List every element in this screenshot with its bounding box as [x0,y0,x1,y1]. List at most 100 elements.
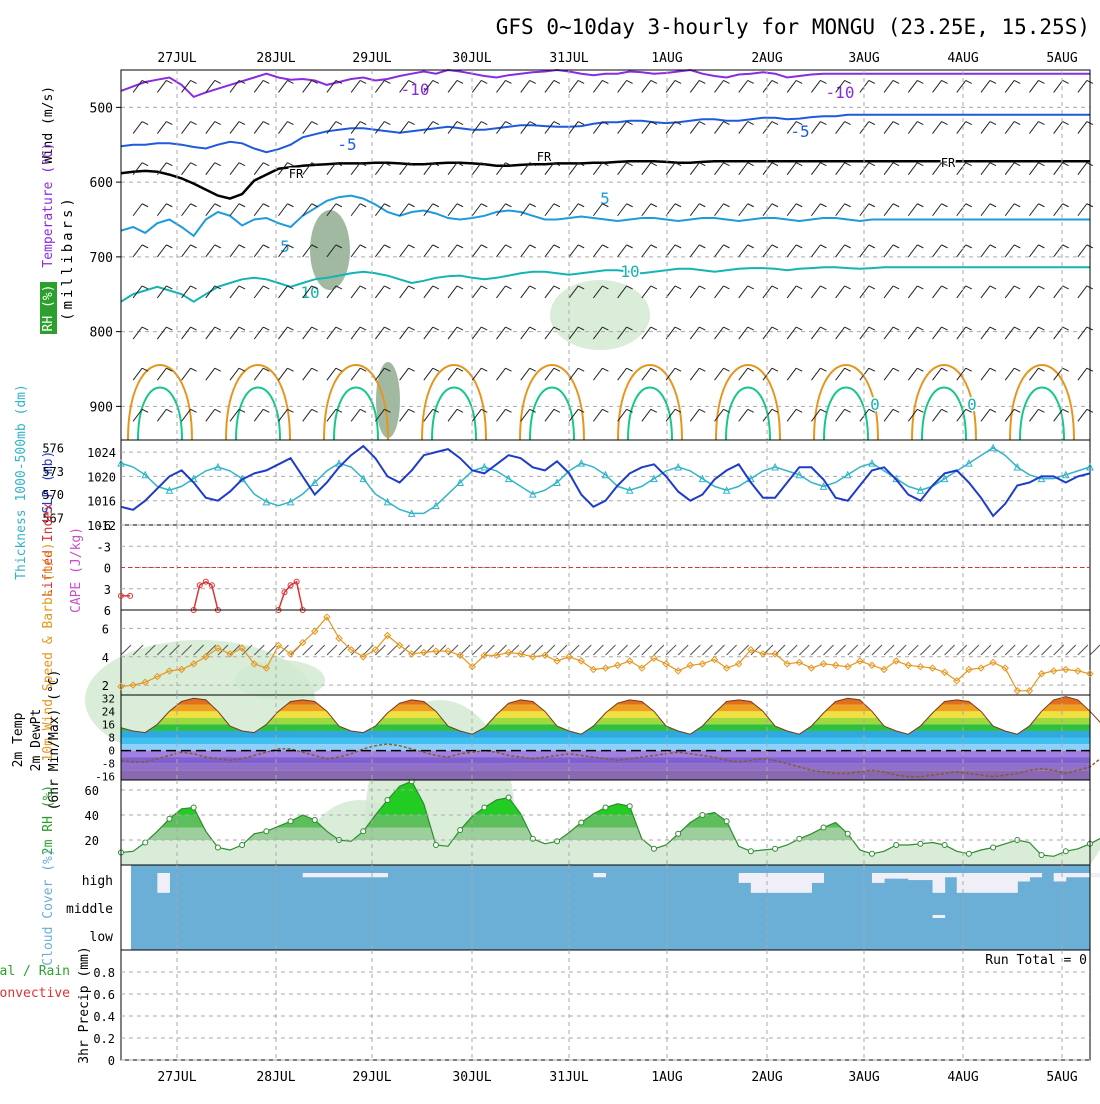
wind-barb [907,121,918,134]
wind-barb [302,409,313,422]
wind-barb [568,80,579,93]
wind-barb [989,285,997,290]
wind-barb [350,367,361,381]
wind-barb [287,408,294,413]
wind-barb [278,203,288,217]
wind-barb [166,326,173,331]
wind-barb [456,285,464,290]
wind-barb [932,162,942,175]
wind-barb [384,162,391,167]
wind-barb [302,285,313,299]
wind10m-barb [556,644,568,656]
wind-barb [714,409,724,422]
wind-barb [229,409,240,422]
date-label-bottom: 30JUL [452,1070,491,1085]
wind-barb [738,326,749,340]
wind-barb [835,80,846,93]
wind10m-point [638,664,646,672]
lifted-index-ytick-label: 0 [104,562,111,576]
wind10m-barb [447,644,459,656]
wind10m-barb [738,644,750,656]
wind-barb [820,244,827,249]
wind-barb [326,80,337,93]
wind-barb [166,121,173,125]
wind-barb [665,409,676,422]
wind-barb [602,408,609,413]
wind10m-barb [786,644,798,656]
wind10m-barb [532,644,544,656]
wind10m-point [323,613,331,621]
wind-barb [287,203,294,208]
temp2m-ytick-label: 32 [102,692,115,705]
wind10m-point [1074,667,1082,675]
wind-barb [326,409,337,422]
slp-ytick-label: 1016 [87,495,116,509]
wind-barb [1053,367,1064,381]
wind-barb [762,244,773,258]
wind10m-barb [593,644,604,656]
thickness-point [674,462,682,471]
wind10m-point [686,661,694,669]
rh2m-point [941,842,948,848]
wind-barb [447,80,458,93]
temp2m-ytick-label: 8 [108,732,115,745]
wind-barb [1004,203,1015,217]
wind10m-barb [665,644,677,656]
high-cloud-gap [762,873,776,893]
wind-barb [883,409,894,422]
wind-barb [917,79,924,84]
wind-barb [311,326,318,331]
wind-barb [771,79,779,84]
wind-barb [263,244,270,249]
precip-run-total: Run Total = 0 [985,953,1087,968]
wind-barb [456,79,464,84]
wind-barb [141,79,149,84]
wind10m-point [565,653,573,661]
wind10m-barb [253,644,265,656]
isotherm-loop [627,386,673,441]
wind10m-barb [895,644,907,656]
wind-barb [811,285,821,299]
wind-barb [544,409,555,422]
wind-barb [423,285,434,299]
rh2m-point [965,850,972,857]
wind10m-point [226,650,234,658]
wind-barb [302,203,313,217]
wind-barb [1062,326,1069,331]
wind-barb [505,121,512,125]
upper-air-ytick-label: 700 [90,251,113,266]
wind-barb [432,408,440,413]
wind-barb [665,162,676,175]
wind10m-ytick-label: 2 [102,679,109,693]
wind-barb [181,203,191,217]
wind10m-barb [265,644,277,656]
temp2m-band [121,711,1090,718]
wind-barb [423,121,434,134]
wind-barb [883,285,894,299]
cape-label: CAPE (J/kg) [69,527,84,613]
upper-air-units-label: (millibars) [60,195,76,321]
wind-barb [1077,80,1088,93]
rh2m-point [239,842,246,848]
wind-barb [941,285,948,290]
wind-barb [892,162,900,167]
wind-barb [989,326,997,331]
lifted-index-ytick-label: 3 [104,583,111,597]
wind-barb [641,326,652,340]
wind-barb [747,203,754,208]
high-cloud-gap [375,873,388,878]
wind10m-barb [580,644,592,656]
high-cloud-gap [157,873,170,893]
wind-barb [190,121,197,125]
wind10m-barb [326,644,338,656]
wind10m-barb [835,644,846,656]
temp2m-line [120,696,1100,735]
wind-barb [932,367,942,381]
wind-barb [496,285,506,299]
wind10m-point [626,657,634,665]
temp2m-band [121,763,1090,771]
wind-barb [699,367,706,372]
rh-shading-core [310,210,350,290]
wind-barb [835,326,846,340]
high-cloud-gap [871,873,885,883]
